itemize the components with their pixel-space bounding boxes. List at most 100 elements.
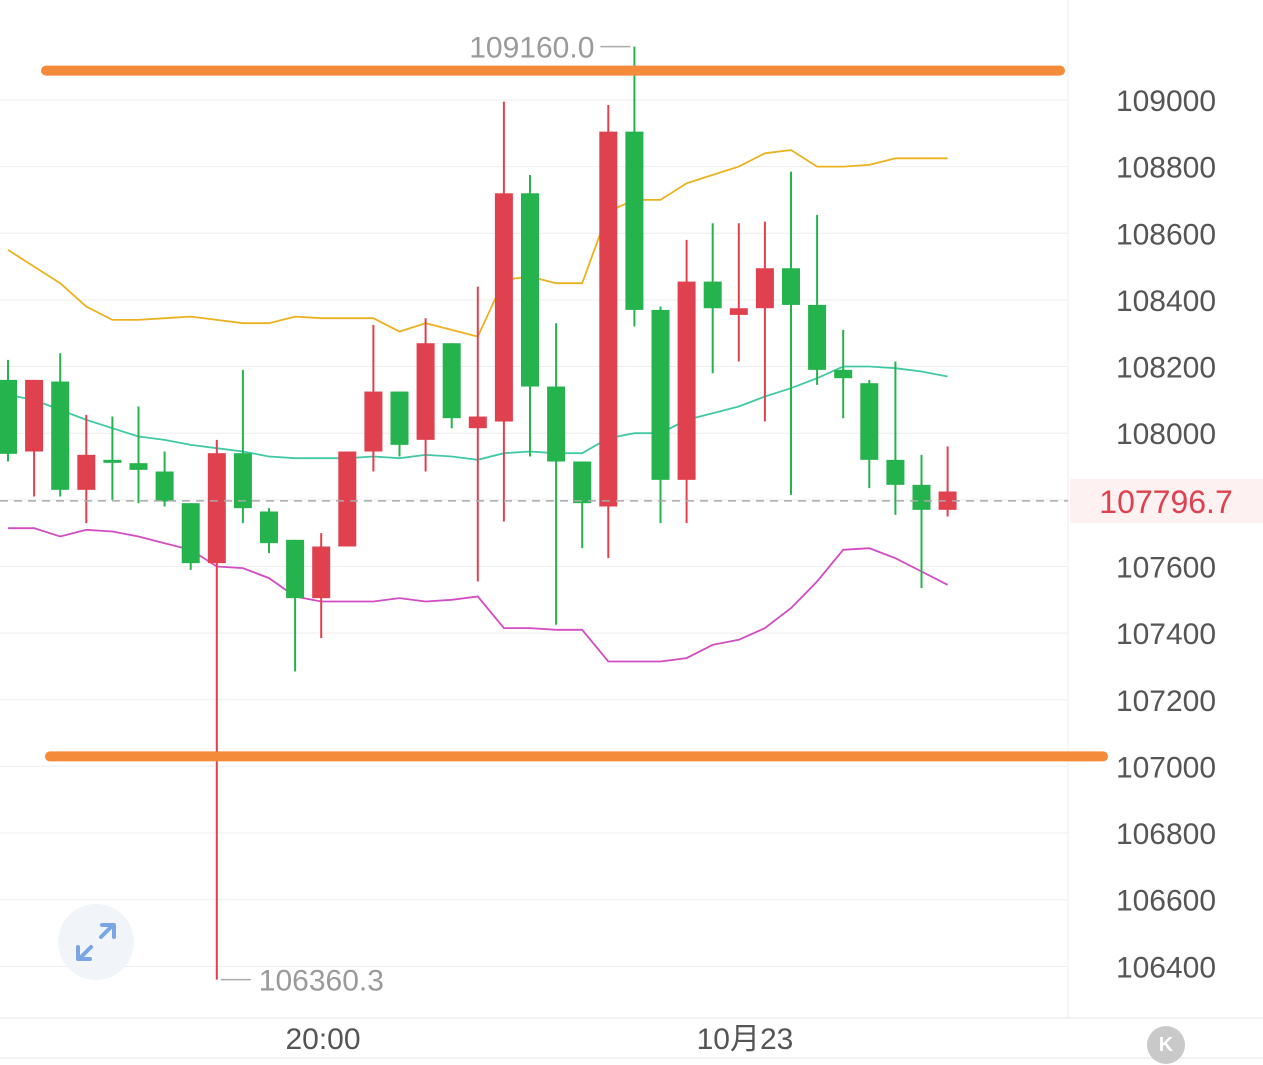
candle [834,329,853,419]
candle [521,174,539,457]
candle-body [442,343,461,419]
x-axis: 20:00 10月23 [285,1023,793,1056]
candle-body [103,459,122,463]
candle-body [416,343,435,440]
candle-body [129,463,148,470]
candle-body [207,453,226,564]
candle-body [729,308,748,315]
candle-body [0,379,17,454]
y-tick-label: 106600 [1116,885,1216,918]
k-logo-icon: K [1147,1026,1185,1064]
candle [416,318,435,472]
candle-body [77,454,96,490]
candle [912,454,931,589]
candle-body [25,379,44,452]
candle-body [547,386,566,462]
y-tick-label: 107400 [1116,618,1216,651]
candle-body [260,511,278,544]
y-tick-label: 106800 [1116,818,1216,851]
candle [181,503,200,570]
y-tick-label: 108600 [1116,218,1216,251]
candle [390,391,409,457]
candle-body [808,304,827,370]
candle [886,361,905,515]
current-price-badge [1070,478,1263,523]
candle-body [677,281,696,480]
current-price: 107796.7 [0,478,1263,523]
candle-body [834,369,853,379]
candle-body [521,193,539,387]
candle-body [51,381,70,490]
lower-band-line [8,527,949,663]
candle [860,379,879,489]
candle [651,306,670,524]
y-tick-label: 108200 [1116,352,1216,385]
candle-body [651,309,670,480]
y-tick-label: 107200 [1116,685,1216,718]
candle-body [233,453,252,509]
x-tick-label: 20:00 [285,1023,360,1056]
candle-body [599,131,618,507]
candle-body [886,459,905,485]
y-tick-label: 107000 [1116,751,1216,784]
y-tick-label: 106400 [1116,951,1216,984]
candle-body [912,484,931,510]
candle [233,369,252,524]
candle [729,223,748,362]
expand-icon [76,923,116,961]
expand-button[interactable] [58,904,134,980]
candle [599,104,618,559]
candle [573,461,592,549]
candles [0,46,957,980]
support-resistance-lines [41,65,1108,762]
x-tick-label: 10月23 [697,1023,794,1056]
candle [782,171,800,495]
candle-body [860,383,879,460]
candle [103,416,122,500]
extreme-markers: 109160.0 106360.3 [220,32,631,998]
candle [129,406,148,504]
candle-body [286,539,305,599]
y-tick-label: 108400 [1116,285,1216,318]
candle [260,508,278,554]
candle-body [468,416,487,429]
candle-body [364,391,383,452]
candle-body [155,471,174,502]
candle-body [703,281,722,309]
candle-body [938,491,957,510]
candle-body [181,503,200,564]
candle [677,239,696,524]
max-marker-label: 109160.0 [469,32,594,65]
candle [286,539,305,672]
y-tick-label: 108800 [1116,152,1216,185]
candle [338,451,357,547]
candle [442,343,461,429]
y-axis: 106400 106600 106800 107000 107200 107400 1076… [1116,85,1216,984]
candle [755,221,774,422]
candle-body [573,461,592,504]
candle [938,446,957,517]
candle-body [755,268,774,309]
candle [155,451,174,507]
candle [808,214,827,385]
candle-body [625,131,644,310]
candle [547,323,566,625]
y-tick-label: 107600 [1116,551,1216,584]
candle [77,414,96,524]
candle [625,46,644,327]
candle-body [494,193,513,422]
candle-body [338,451,357,547]
y-tick-label: 109000 [1116,85,1216,118]
candle [468,286,487,582]
candle [0,359,17,462]
min-marker-label: 106360.3 [259,965,384,998]
candle [703,223,722,374]
current-price-label: 107796.7 [1099,484,1232,520]
candle [51,353,70,497]
y-tick-label: 108000 [1116,418,1216,451]
candle [312,533,331,639]
candle [25,379,44,497]
candle-body [782,268,800,305]
